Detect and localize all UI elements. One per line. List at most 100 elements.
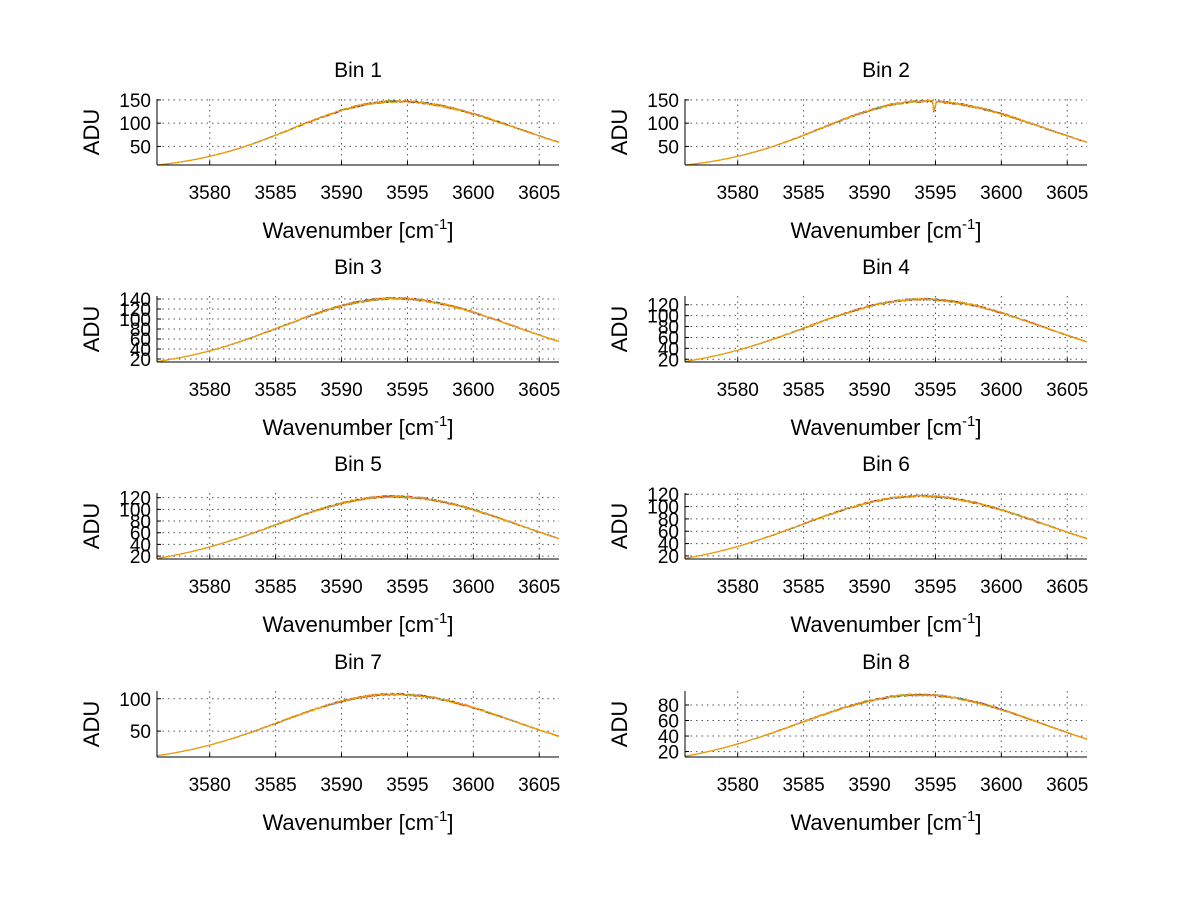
x-tick-label: 3595 — [914, 775, 956, 796]
x-axis-label-text: Wavenumber [cm — [262, 810, 434, 835]
subplot-title: Bin 1 — [334, 59, 382, 82]
x-tick-label: 3595 — [386, 183, 428, 204]
y-tick-label: 100 — [647, 498, 679, 519]
y-tick-label: 140 — [119, 290, 151, 311]
x-tick-label: 3605 — [1046, 775, 1088, 796]
x-tick-label: 3600 — [980, 183, 1022, 204]
subplot-bin-7: Bin 7 3580 3585 3590 3595 3600 3605 50 100 Wavenu… — [79, 651, 560, 835]
x-axis-label: Wavenumber [cm-1] — [790, 610, 981, 637]
y-tick-label: 60 — [130, 524, 151, 545]
x-tick-label: 3595 — [914, 183, 956, 204]
x-tick-label: 3600 — [980, 775, 1022, 796]
x-axis-label-text: Wavenumber [cm — [262, 218, 434, 243]
x-tick-label: 3585 — [254, 380, 296, 401]
y-tick-label: 120 — [647, 485, 679, 506]
x-axis-label: Wavenumber [cm-1] — [262, 413, 453, 440]
y-tick-label: 50 — [658, 137, 679, 158]
x-axis-label: Wavenumber [cm-1] — [790, 413, 981, 440]
series-line-orange — [684, 692, 1088, 757]
x-tick-label: 3590 — [848, 380, 890, 401]
subplot-bin-3: Bin 3 3580 3585 3590 3595 3600 3605 20406080100… — [79, 256, 560, 440]
series-line-orange — [156, 494, 560, 559]
x-axis-label-close: ] — [975, 218, 981, 243]
x-axis-label: Wavenumber [cm-1] — [262, 610, 453, 637]
y-tick-label: 20 — [658, 547, 679, 568]
y-tick-label: 20 — [658, 743, 679, 764]
y-tick-label: 120 — [119, 489, 151, 510]
x-tick-label: 3580 — [189, 577, 231, 598]
x-axis-label-close: ] — [447, 415, 453, 440]
x-tick-label: 3595 — [386, 380, 428, 401]
x-tick-label: 3580 — [717, 775, 759, 796]
x-tick-label: 3585 — [782, 577, 824, 598]
x-tick-label: 3600 — [452, 577, 494, 598]
x-axis-label-close: ] — [447, 218, 453, 243]
y-tick-label: 120 — [647, 296, 679, 317]
x-tick-label: 3580 — [189, 380, 231, 401]
x-axis-label-superscript: -1 — [434, 413, 447, 430]
x-tick-label: 3580 — [189, 775, 231, 796]
x-tick-label: 3605 — [518, 183, 560, 204]
y-tick-label: 150 — [119, 91, 151, 112]
x-tick-label: 3590 — [320, 775, 362, 796]
x-tick-label: 3585 — [254, 775, 296, 796]
y-tick-label: 80 — [658, 510, 679, 531]
y-tick-label: 100 — [647, 307, 679, 328]
y-axis-label: ADU — [79, 701, 104, 747]
subplot-title: Bin 5 — [334, 453, 382, 476]
x-axis-label-text: Wavenumber [cm — [790, 415, 962, 440]
x-tick-label: 3595 — [914, 577, 956, 598]
x-tick-label: 3595 — [386, 775, 428, 796]
y-tick-label: 40 — [658, 727, 679, 748]
x-tick-label: 3585 — [782, 380, 824, 401]
series-line-orange — [156, 692, 560, 757]
x-tick-label: 3590 — [848, 775, 890, 796]
y-tick-label: 60 — [658, 328, 679, 349]
y-tick-label: 80 — [658, 318, 679, 339]
x-tick-label: 3600 — [452, 380, 494, 401]
series-line-orange — [684, 494, 1088, 559]
x-tick-label: 3595 — [386, 577, 428, 598]
x-axis-label-superscript: -1 — [962, 216, 975, 233]
subplot-title: Bin 2 — [862, 59, 910, 82]
y-tick-label: 20 — [130, 547, 151, 568]
x-tick-label: 3585 — [782, 183, 824, 204]
y-tick-label: 40 — [130, 535, 151, 556]
x-axis-label-superscript: -1 — [434, 808, 447, 825]
x-tick-label: 3605 — [1046, 577, 1088, 598]
subplot-title: Bin 8 — [862, 651, 910, 674]
y-axis-label: ADU — [79, 503, 104, 549]
x-tick-label: 3605 — [1046, 380, 1088, 401]
x-tick-label: 3590 — [320, 380, 362, 401]
x-tick-label: 3600 — [452, 775, 494, 796]
y-tick-label: 100 — [119, 500, 151, 521]
series-line-orange — [684, 99, 1088, 166]
y-tick-label: 60 — [658, 522, 679, 543]
x-axis-label-superscript: -1 — [962, 413, 975, 430]
subplot-bin-5: Bin 5 3580 3585 3590 3595 3600 3605 20406080100… — [79, 453, 560, 637]
y-tick-label: 100 — [119, 310, 151, 331]
y-axis-label: ADU — [79, 306, 104, 352]
x-axis-label: Wavenumber [cm-1] — [262, 216, 453, 243]
y-tick-label: 60 — [658, 712, 679, 733]
subplot-title: Bin 7 — [334, 651, 382, 674]
x-axis-label-text: Wavenumber [cm — [262, 415, 434, 440]
x-tick-label: 3590 — [848, 577, 890, 598]
x-axis-label-text: Wavenumber [cm — [262, 612, 434, 637]
x-tick-label: 3605 — [518, 577, 560, 598]
x-tick-label: 3605 — [518, 380, 560, 401]
x-tick-label: 3595 — [914, 380, 956, 401]
y-tick-label: 100 — [119, 114, 151, 135]
subplot-title: Bin 3 — [334, 256, 382, 279]
y-tick-label: 60 — [130, 330, 151, 351]
x-tick-label: 3605 — [1046, 183, 1088, 204]
x-axis-label: Wavenumber [cm-1] — [790, 216, 981, 243]
x-axis-label: Wavenumber [cm-1] — [262, 808, 453, 835]
x-axis-label-close: ] — [975, 810, 981, 835]
x-tick-label: 3580 — [717, 380, 759, 401]
x-axis-label-text: Wavenumber [cm — [790, 810, 962, 835]
subplot-bin-4: Bin 4 3580 3585 3590 3595 3600 3605 20406080100… — [607, 256, 1088, 440]
